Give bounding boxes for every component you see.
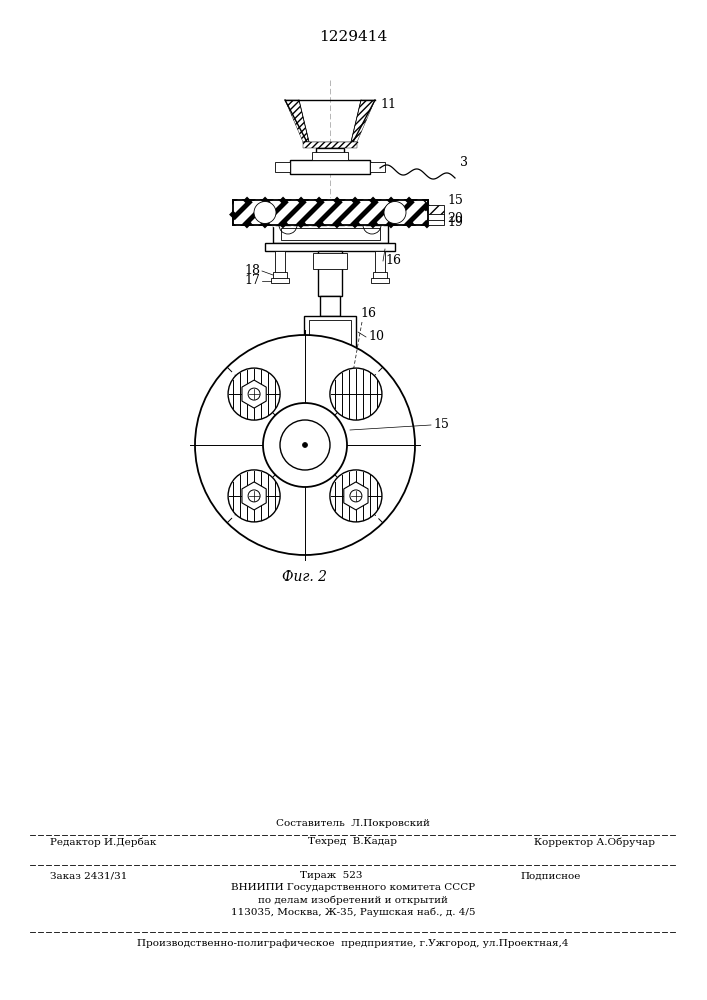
Bar (428, 214, 443, 221)
Circle shape (280, 420, 330, 470)
Text: 3: 3 (460, 156, 468, 169)
Bar (320, 296, 340, 316)
Text: Составитель  Л.Покровский: Составитель Л.Покровский (276, 819, 430, 828)
Bar (233, 200, 428, 225)
Bar (371, 278, 389, 283)
Text: 11: 11 (380, 99, 396, 111)
Text: Подписное: Подписное (520, 871, 580, 880)
Bar (375, 251, 385, 273)
Polygon shape (351, 100, 375, 142)
Circle shape (384, 202, 406, 224)
Bar (316, 148, 344, 160)
Text: 113035, Москва, Ж-35, Раушская наб., д. 4/5: 113035, Москва, Ж-35, Раушская наб., д. … (230, 907, 475, 917)
Text: Редактор И.Дербак: Редактор И.Дербак (50, 837, 156, 847)
Polygon shape (242, 482, 267, 510)
Text: 17: 17 (244, 274, 260, 288)
Text: 20: 20 (448, 212, 463, 225)
Text: 1229414: 1229414 (319, 30, 387, 44)
Text: Производственно-полиграфическое  предприятие, г.Ужгород, ул.Проектная,4: Производственно-полиграфическое предприя… (137, 938, 568, 948)
Circle shape (228, 368, 280, 420)
Circle shape (254, 202, 276, 224)
Text: 15: 15 (433, 418, 449, 432)
Text: 18: 18 (244, 264, 260, 277)
Circle shape (228, 470, 280, 522)
Bar (370, 162, 385, 172)
Polygon shape (242, 380, 267, 408)
Bar (428, 205, 443, 215)
Bar (275, 251, 285, 273)
Bar (281, 228, 380, 240)
Bar (313, 253, 347, 269)
Bar (233, 200, 428, 225)
Bar (275, 162, 290, 172)
Circle shape (248, 388, 260, 400)
Circle shape (195, 335, 415, 555)
Text: 19: 19 (448, 217, 463, 230)
Text: ВНИИПИ Государственного комитета СССР: ВНИИПИ Государственного комитета СССР (231, 884, 475, 892)
Circle shape (263, 403, 347, 487)
Circle shape (303, 442, 308, 448)
Polygon shape (344, 482, 368, 510)
Bar (273, 272, 287, 279)
Text: Заказ 2431/31: Заказ 2431/31 (50, 871, 127, 880)
Circle shape (330, 470, 382, 522)
Bar (309, 320, 351, 344)
Text: Корректор А.Обручар: Корректор А.Обручар (534, 837, 655, 847)
Bar (233, 200, 428, 225)
Text: Тираж  523: Тираж 523 (300, 871, 363, 880)
Text: 16: 16 (385, 254, 401, 267)
Text: 16: 16 (360, 307, 376, 320)
Bar (373, 272, 387, 279)
Polygon shape (428, 214, 443, 221)
Text: по делам изобретений и открытий: по делам изобретений и открытий (258, 895, 448, 905)
Bar (323, 348, 337, 356)
Bar (272, 225, 387, 243)
Bar (428, 220, 443, 225)
Circle shape (330, 368, 382, 420)
Text: Фиг. 2: Фиг. 2 (283, 570, 327, 584)
Bar (303, 142, 357, 148)
Bar (304, 316, 356, 348)
Bar (271, 278, 289, 283)
Bar (312, 152, 348, 160)
Circle shape (350, 490, 362, 502)
Bar (318, 251, 342, 296)
Bar (265, 243, 395, 251)
Circle shape (248, 490, 260, 502)
Text: 15: 15 (448, 194, 463, 208)
Text: 10: 10 (368, 330, 384, 344)
Text: Техред  В.Кадар: Техред В.Кадар (308, 838, 397, 846)
Bar (290, 160, 370, 174)
Polygon shape (285, 100, 309, 142)
